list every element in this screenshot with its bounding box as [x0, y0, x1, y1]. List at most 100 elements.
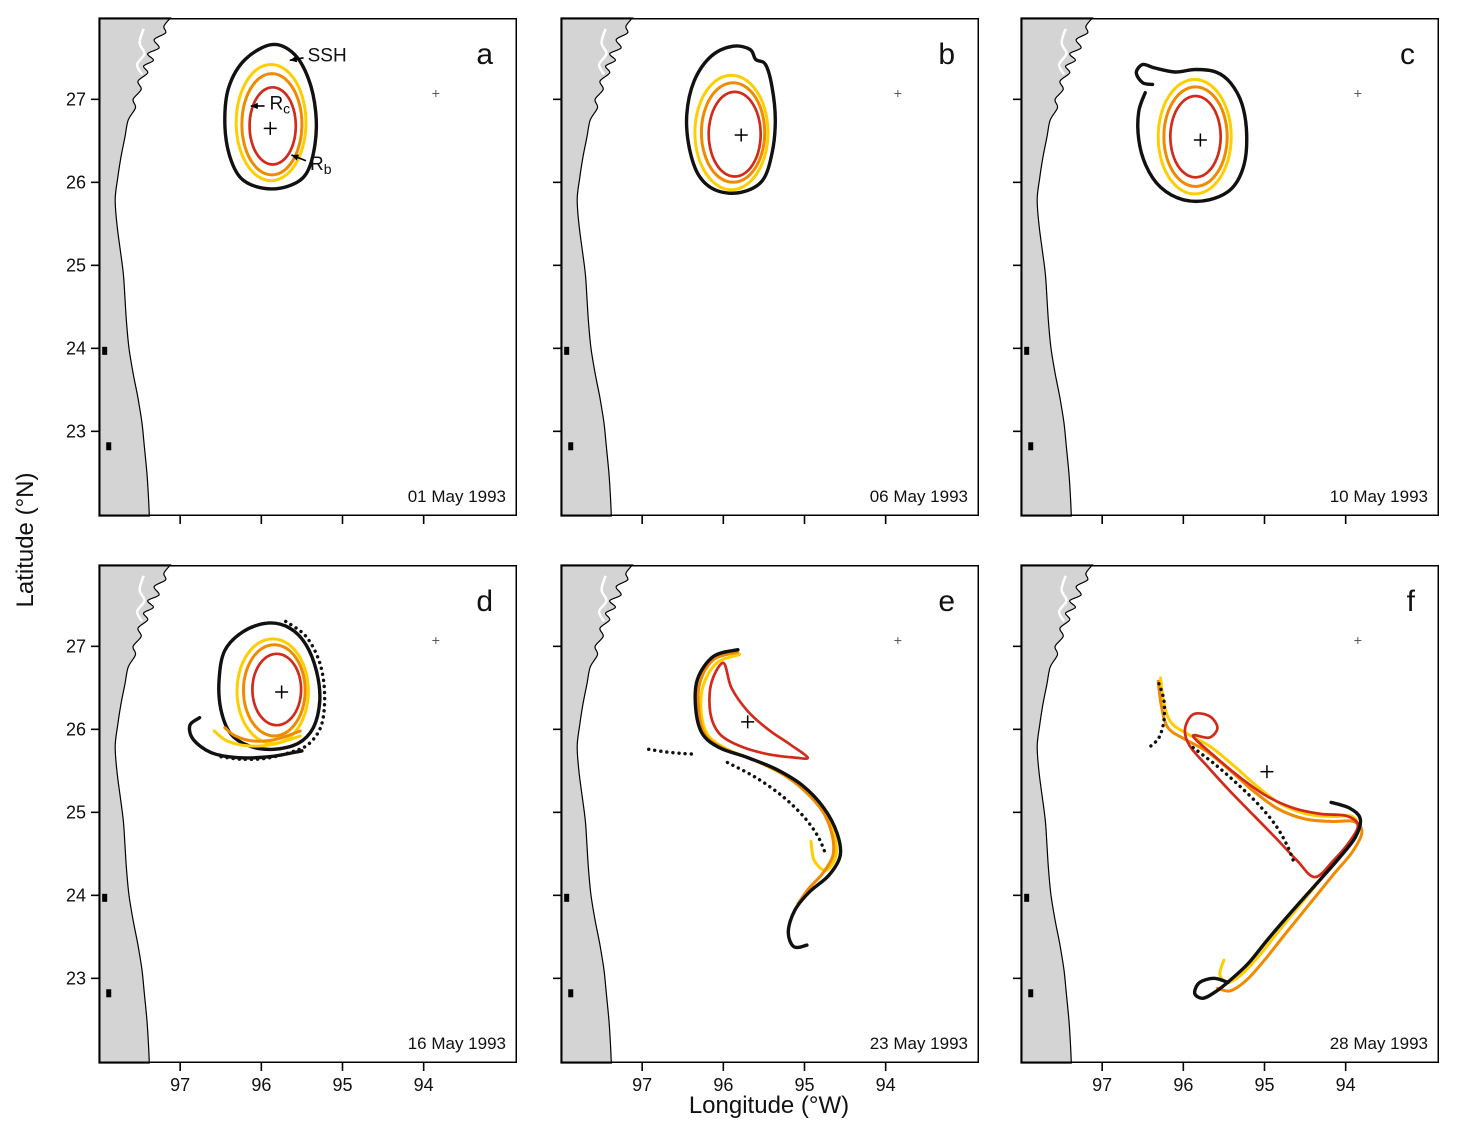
contour-yellow: [1159, 676, 1360, 984]
panel-a: 23 24 25 26 27 a 01 May 1993 SSH Rc Rb: [66, 17, 517, 524]
coastal-lagoon: [135, 575, 146, 623]
panel-border: [99, 18, 517, 516]
panel-border: [99, 565, 517, 1063]
contour-red: [248, 85, 298, 166]
coastal-lagoon: [135, 28, 146, 76]
x-axis-title: Longitude (°W): [688, 1092, 850, 1119]
panel-c: c 10 May 1993: [1013, 17, 1439, 524]
contour-orange: [242, 643, 307, 738]
lon-tick-label: 96: [1173, 1075, 1193, 1095]
annotation-subscript: c: [283, 100, 290, 116]
panel-letter: b: [938, 38, 955, 71]
contour-yellow: [693, 73, 770, 192]
panel-letter: e: [938, 585, 955, 618]
contour-ssh: [1192, 800, 1363, 1000]
lat-tick-label: 26: [66, 719, 86, 739]
lon-tick-label: 95: [794, 1075, 814, 1095]
panel-date: 06 May 1993: [870, 487, 968, 506]
panel-letter: c: [1400, 38, 1415, 71]
panel-d: 97 96 95 94 23 24 25 26 27 d 16 May 1993: [66, 564, 517, 1095]
contour-ssh: [217, 621, 322, 752]
contour-ssh: [223, 42, 319, 191]
lat-tick-label: 24: [66, 885, 86, 905]
coast-mark: [564, 893, 570, 902]
panel-f-plot: 97 96 95 94 f 28 May 1993: [1013, 564, 1439, 1095]
contour-red: [1183, 712, 1360, 879]
lat-tick-label: 26: [66, 172, 86, 192]
contour-ssh-dotted: [219, 619, 327, 762]
contour-red: [251, 652, 303, 727]
panel-f: 97 96 95 94 f 28 May 1993: [1013, 564, 1439, 1095]
contour-orange: [1156, 679, 1364, 993]
contour-orange: [699, 81, 767, 184]
coast-mark: [102, 346, 108, 355]
coastal-lagoon: [1057, 575, 1068, 623]
lon-tick-label: 96: [251, 1075, 271, 1095]
panel-letter: f: [1407, 585, 1416, 618]
panel-date: 16 May 1993: [408, 1034, 506, 1053]
lon-tick-label: 94: [414, 1075, 434, 1095]
lat-tick-label: 23: [66, 421, 86, 441]
contour-ssh: [684, 44, 777, 195]
annotation-label: Rb: [310, 154, 332, 177]
lon-tick-label: 97: [170, 1075, 190, 1095]
land-coastline: [560, 564, 634, 1064]
contour-ssh-dotted: [647, 747, 698, 756]
panel-e-plot: 97 96 95 94 e 23 May 1993: [553, 564, 979, 1095]
lat-tick-label: 27: [66, 89, 86, 109]
land-coastline: [98, 17, 172, 517]
contour-orange: [223, 726, 302, 743]
panel-border: [561, 565, 979, 1063]
land-coastline: [560, 17, 634, 517]
panel-date: 01 May 1993: [408, 487, 506, 506]
contour-yellow: [234, 63, 308, 183]
panel-date: 23 May 1993: [870, 1034, 968, 1053]
lat-tick-label: 25: [66, 255, 86, 275]
coastal-lagoon: [597, 575, 608, 623]
y-axis-title: Latitude (°N): [12, 472, 39, 608]
annotation-subscript: b: [324, 161, 332, 177]
panel-date: 28 May 1993: [1330, 1034, 1428, 1053]
panel-letter: d: [476, 585, 493, 618]
coast-mark: [1024, 346, 1030, 355]
panel-b: b 06 May 1993: [553, 17, 979, 524]
lon-tick-label: 96: [713, 1075, 733, 1095]
contour-ssh-dotted: [1149, 682, 1167, 748]
annotation-label: SSH: [308, 45, 347, 66]
coast-mark: [568, 989, 574, 998]
contour-orange: [696, 650, 836, 906]
panel-border: [1021, 18, 1439, 516]
panel-b-plot: b 06 May 1993: [553, 17, 979, 524]
panel-d-plot: 97 96 95 94 23 24 25 26 27 d 16 May 1993: [66, 564, 517, 1095]
contour-red: [707, 90, 763, 178]
coast-mark: [1028, 989, 1034, 998]
lon-tick-label: 97: [1092, 1075, 1112, 1095]
coast-mark: [106, 442, 112, 451]
contour-ssh: [693, 648, 843, 950]
contour-yellow: [699, 653, 838, 872]
lat-tick-label: 25: [66, 802, 86, 822]
land-coastline: [1020, 564, 1094, 1064]
lat-tick-label: 27: [66, 636, 86, 656]
annotation-arrowhead-icon: [250, 102, 258, 110]
lon-tick-label: 95: [1254, 1075, 1274, 1095]
lon-tick-label: 94: [876, 1075, 896, 1095]
annotation-arrowhead-icon: [289, 55, 298, 63]
contour-yellow: [235, 637, 310, 745]
panel-c-plot: c 10 May 1993: [1013, 17, 1439, 524]
coast-mark: [1024, 893, 1030, 902]
coastal-lagoon: [1057, 28, 1068, 76]
contour-red: [1168, 94, 1223, 179]
coast-mark: [106, 989, 112, 998]
contour-ssh-dotted: [725, 760, 828, 856]
panel-letter: a: [476, 38, 493, 71]
panel-border: [1021, 565, 1439, 1063]
panel-date: 10 May 1993: [1330, 487, 1428, 506]
coast-mark: [102, 893, 108, 902]
coast-mark: [568, 442, 574, 451]
lat-tick-label: 24: [66, 338, 86, 358]
contour-yellow: [1156, 77, 1233, 196]
lon-tick-label: 94: [1336, 1075, 1356, 1095]
lon-tick-label: 95: [332, 1075, 352, 1095]
